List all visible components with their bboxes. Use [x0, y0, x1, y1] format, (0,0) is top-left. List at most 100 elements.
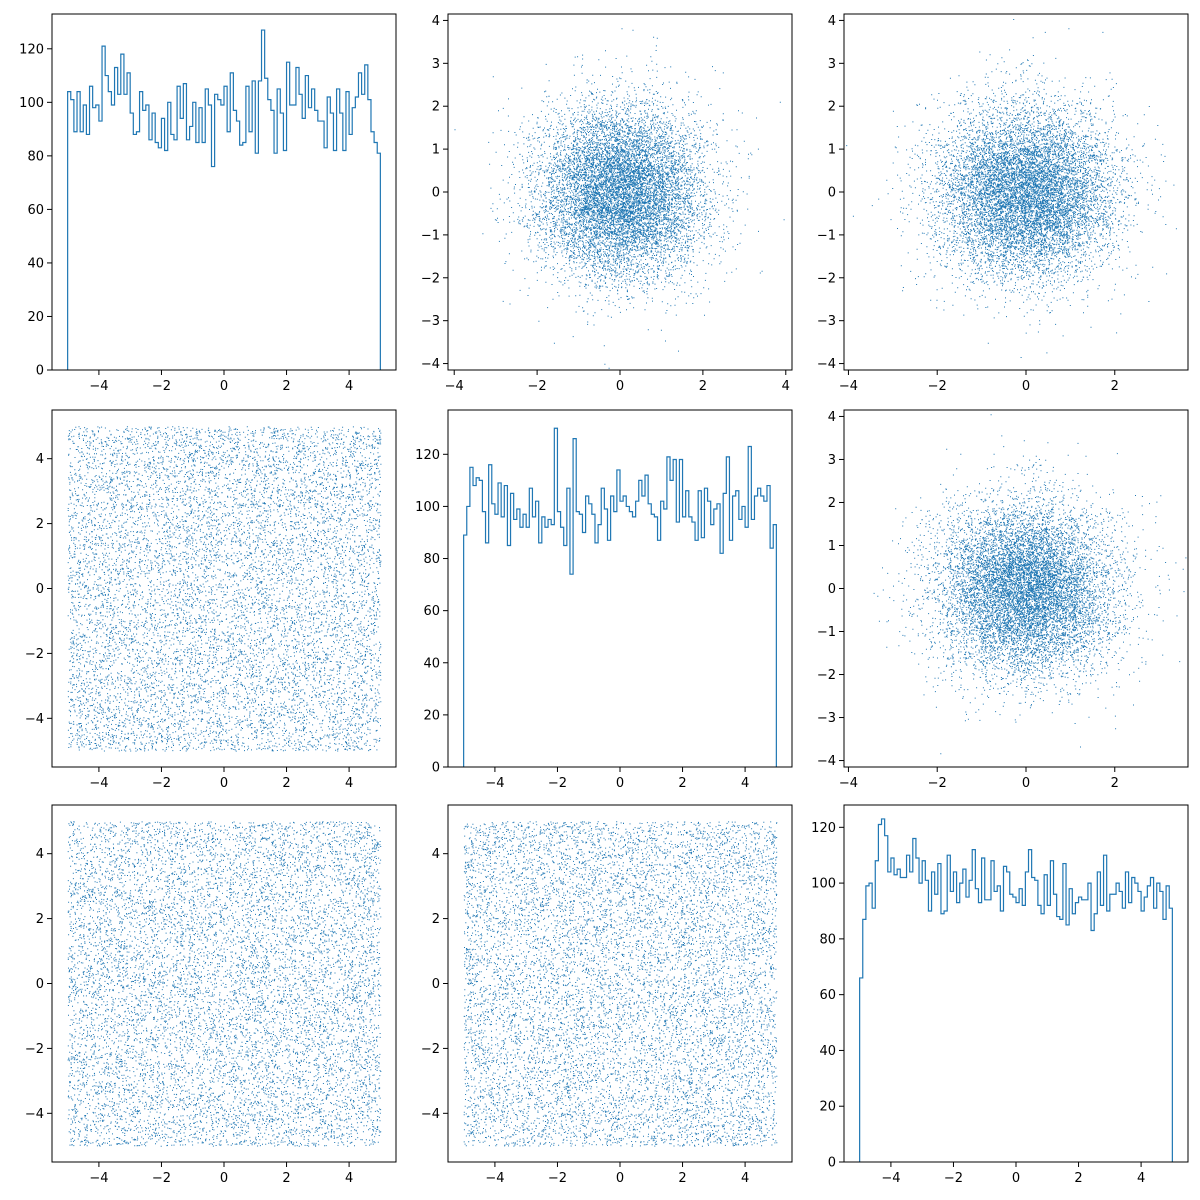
y-tick-label: 3 — [828, 453, 836, 468]
y-tick-label: 3 — [432, 57, 440, 72]
y-tick-label: 4 — [828, 14, 836, 29]
x-tick-label: 4 — [1137, 1171, 1145, 1186]
y-tick-label: 120 — [415, 448, 440, 463]
y-tick-label: 2 — [36, 912, 44, 927]
panel-row2-col3: −4 −2 0 2 −4 −3 −2 −1 0 1 2 3 4 — [817, 409, 1189, 791]
y-tick-label: −4 — [817, 357, 836, 372]
y-tick-label: 2 — [432, 912, 440, 927]
y-tick-label: 2 — [828, 100, 836, 115]
y-tick-label: −2 — [25, 1042, 44, 1057]
y-tick-label: −4 — [25, 712, 44, 727]
x-tick-label: 4 — [782, 379, 790, 394]
x-tick-label: 0 — [1022, 379, 1030, 394]
x-tick-label: 2 — [1074, 1171, 1082, 1186]
x-tick-label: −4 — [89, 1171, 108, 1186]
histogram-step-line — [463, 427, 777, 767]
x-tick-label: −2 — [548, 776, 567, 791]
x-tick-label: 0 — [220, 379, 228, 394]
y-tick-label: 20 — [819, 1100, 836, 1115]
x-tick-label: −2 — [928, 776, 947, 791]
y-tick-label: −3 — [817, 711, 836, 726]
x-tick-label: 2 — [282, 379, 290, 394]
y-tick-label: −4 — [421, 357, 440, 372]
x-tick-label: −4 — [89, 776, 108, 791]
x-tick-label: −2 — [928, 379, 947, 394]
y-tick-label: 1 — [432, 143, 440, 158]
x-tick-label: 0 — [220, 1171, 228, 1186]
y-tick-label: 80 — [423, 552, 440, 567]
x-tick-label: −4 — [839, 776, 858, 791]
x-tick-label: −4 — [445, 379, 464, 394]
histogram-step-line — [859, 818, 1173, 1162]
x-tick-label: −4 — [485, 1171, 504, 1186]
x-tick-label: −2 — [152, 379, 171, 394]
y-tick-label: 0 — [432, 761, 440, 776]
x-tick-label: 4 — [741, 776, 749, 791]
x-tick-label: −2 — [528, 379, 547, 394]
y-tick-label: 4 — [432, 14, 440, 29]
y-tick-label: 40 — [27, 256, 44, 271]
x-tick-label: 2 — [678, 1171, 686, 1186]
plot-area — [873, 414, 1187, 755]
y-tick-label: 20 — [27, 310, 44, 325]
y-tick-label: 0 — [432, 977, 440, 992]
plot-area — [859, 818, 1173, 1162]
x-tick-label: 4 — [345, 776, 353, 791]
x-tick-label: −4 — [839, 379, 858, 394]
y-tick-label: 0 — [828, 186, 836, 201]
y-tick-label: 2 — [36, 517, 44, 532]
scatter-points — [454, 28, 785, 369]
y-tick-label: 60 — [423, 604, 440, 619]
x-tick-label: −4 — [881, 1171, 900, 1186]
plot-area — [463, 427, 777, 767]
y-tick-label: −4 — [421, 1107, 440, 1122]
panel-row1-col2: −4 −2 0 2 4 −4 −3 −2 −1 0 1 2 3 4 — [421, 13, 793, 394]
y-tick-label: −1 — [421, 228, 440, 243]
x-tick-label: 0 — [616, 1171, 624, 1186]
y-tick-label: 2 — [828, 496, 836, 511]
plot-area — [463, 821, 778, 1147]
x-tick-label: 2 — [1111, 776, 1119, 791]
y-tick-label: −1 — [817, 228, 836, 243]
x-tick-label: 2 — [1111, 379, 1119, 394]
y-tick-label: 3 — [828, 57, 836, 72]
x-tick-label: 4 — [345, 1171, 353, 1186]
x-tick-label: 4 — [345, 379, 353, 394]
x-tick-label: 2 — [678, 776, 686, 791]
scatter-points — [67, 426, 382, 752]
y-tick-label: 40 — [423, 656, 440, 671]
y-tick-label: 4 — [36, 452, 44, 467]
x-tick-label: 2 — [699, 379, 707, 394]
y-tick-label: 1 — [828, 539, 836, 554]
y-tick-label: −4 — [817, 754, 836, 769]
y-tick-label: 40 — [819, 1044, 836, 1059]
y-tick-label: 4 — [36, 847, 44, 862]
x-tick-label: 4 — [741, 1171, 749, 1186]
y-tick-label: 4 — [828, 410, 836, 425]
scatter-points — [463, 821, 778, 1147]
x-tick-label: 0 — [616, 379, 624, 394]
panel-row3-col1: −4 −2 0 2 4 −4 −2 0 2 4 — [25, 804, 397, 1186]
y-tick-label: 0 — [36, 364, 44, 379]
x-tick-label: −4 — [89, 379, 108, 394]
y-tick-label: 0 — [432, 186, 440, 201]
scatter-points — [873, 414, 1187, 755]
y-tick-label: 1 — [828, 143, 836, 158]
y-tick-label: 20 — [423, 708, 440, 723]
plot-area — [846, 19, 1177, 358]
x-tick-label: −2 — [548, 1171, 567, 1186]
x-tick-label: 0 — [616, 776, 624, 791]
x-tick-label: 0 — [1012, 1171, 1020, 1186]
y-tick-label: −2 — [421, 1042, 440, 1057]
y-tick-label: 100 — [811, 877, 836, 892]
x-tick-label: −2 — [944, 1171, 963, 1186]
y-tick-label: −2 — [817, 271, 836, 286]
y-tick-label: −1 — [817, 625, 836, 640]
y-tick-label: −2 — [421, 271, 440, 286]
x-tick-label: 0 — [1022, 776, 1030, 791]
y-tick-label: 80 — [27, 149, 44, 164]
